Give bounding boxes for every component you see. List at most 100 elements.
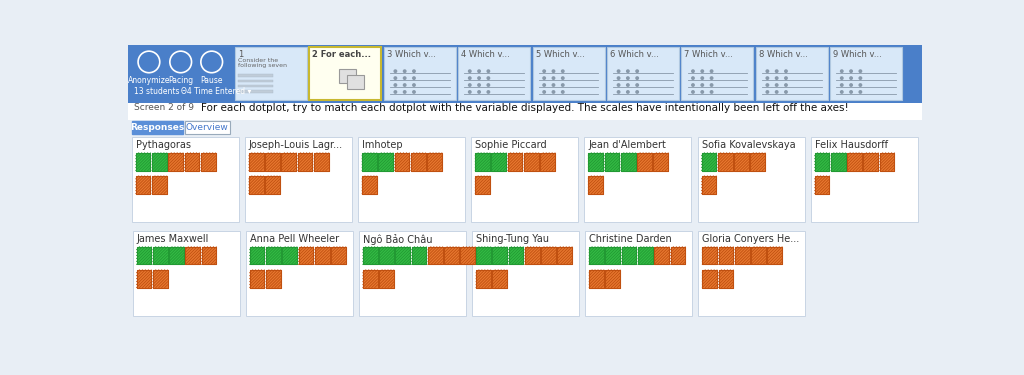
Circle shape [775,83,778,87]
Bar [476,270,490,288]
Bar [136,153,151,171]
Circle shape [691,83,695,87]
Text: 6 Which v...: 6 Which v... [610,50,658,58]
Circle shape [626,69,630,73]
Bar [249,153,263,171]
Bar [245,137,352,222]
Circle shape [561,69,564,73]
Bar [589,153,603,171]
Bar [830,153,846,171]
Bar [362,176,377,194]
Bar [637,153,652,171]
Bar [411,153,426,171]
Bar [698,231,805,316]
Bar [152,153,167,171]
Bar [298,153,312,171]
Bar [428,247,442,264]
Bar [476,247,490,264]
Circle shape [691,69,695,73]
Bar [493,247,507,264]
Bar [379,270,394,288]
Bar [815,153,829,171]
Bar [461,247,475,264]
Bar [638,247,652,264]
Circle shape [477,69,481,73]
Circle shape [784,90,787,94]
Bar [384,47,456,100]
Bar [589,247,604,264]
Bar [701,153,716,171]
Bar [461,247,475,264]
Circle shape [626,83,630,87]
Bar [605,247,621,264]
Bar [702,247,717,264]
Circle shape [412,69,416,73]
Bar [133,231,240,316]
Bar [185,247,200,264]
Bar [395,247,410,264]
Bar [681,47,754,100]
Bar [532,47,604,100]
Bar [411,153,426,171]
Bar [136,153,151,171]
Bar [282,153,296,171]
Text: 9 Which v...: 9 Which v... [834,50,882,58]
Bar [249,176,263,194]
Bar [128,103,922,120]
Bar [136,270,152,288]
Circle shape [840,83,844,87]
Circle shape [691,76,695,80]
Bar [238,74,273,76]
Bar [444,247,459,264]
Text: Pacing: Pacing [168,76,194,85]
Bar [880,153,895,171]
Text: 3 Which v...: 3 Which v... [387,50,436,58]
Bar [246,231,352,316]
Bar [169,247,183,264]
Circle shape [543,76,546,80]
Bar [604,153,620,171]
Bar [751,153,765,171]
Bar [719,270,733,288]
Bar [362,153,377,171]
Bar [201,153,216,171]
Circle shape [393,69,397,73]
Bar [132,121,183,134]
Circle shape [477,76,481,80]
Text: 1: 1 [238,50,244,58]
Bar [169,247,183,264]
Bar [697,137,805,222]
Text: 7 Which v...: 7 Which v... [684,50,733,58]
Bar [605,247,621,264]
Bar [637,153,652,171]
Text: Jean d'Alembert: Jean d'Alembert [589,141,667,150]
Bar [509,247,523,264]
Bar [475,153,489,171]
Circle shape [710,76,714,80]
Circle shape [784,83,787,87]
Bar [815,153,829,171]
Bar [412,247,426,264]
Bar [362,176,377,194]
Circle shape [561,83,564,87]
Bar [136,176,151,194]
Circle shape [616,83,621,87]
Text: Christine Darden: Christine Darden [589,234,672,244]
Text: Θ4 Time Entered ▾: Θ4 Time Entered ▾ [180,87,251,96]
Bar [314,247,330,264]
Circle shape [626,90,630,94]
Circle shape [402,69,407,73]
Bar [621,153,636,171]
Bar [557,247,572,264]
Bar [509,247,523,264]
Bar [508,153,522,171]
Circle shape [393,90,397,94]
Bar [378,153,393,171]
Bar [238,80,273,82]
Circle shape [765,90,769,94]
Circle shape [635,83,639,87]
Circle shape [616,69,621,73]
Bar [314,153,329,171]
Circle shape [775,76,778,80]
Bar [815,176,829,194]
